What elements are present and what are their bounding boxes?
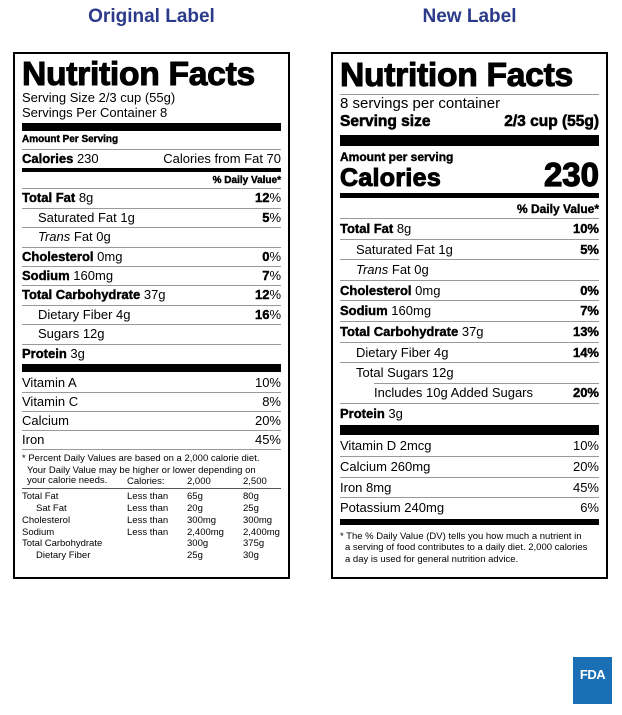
vitamin-row-c: Vitamin C 8% [22,391,281,411]
serving-size: Serving Size 2/3 cup (55g) [22,90,176,105]
daily-value-table: your calorie needs. Calories: 2,000 2,50… [22,475,281,562]
thick-divider [340,424,599,435]
nutrient-row-trans-fat: Trans Fat 0g [22,227,281,246]
original-label-heading: Original Label [88,6,215,27]
nutrient-row-sodium: Sodium 160mg 7% [22,265,281,285]
nutrient-row-saturated-fat: Saturated Fat 1g 5% [22,207,281,227]
medium-divider [340,193,599,198]
thick-divider [22,363,281,372]
medium-divider [22,168,281,173]
nutrient-row-saturated-fat: Saturated Fat 1g 5% [340,238,599,260]
new-nutrition-label: Nutrition Facts 8 servings per container… [331,52,608,579]
nutrient-row-total-fat: Total Fat 8g 10% [340,218,599,239]
vitamin-row-d: Vitamin D 2mcg 10% [340,437,599,453]
thick-divider [22,123,281,131]
calories-row: Calories 230 Calories from Fat 70 [22,149,281,168]
calories-from-fat: Calories from Fat 70 [163,151,281,166]
servings-per-container: 8 servings per container [340,94,599,113]
nutrient-row-total-fat: Total Fat 8g 12% [22,188,281,207]
amount-per-serving: Amount per serving [340,150,454,164]
amount-per-serving: Amount Per Serving [22,134,119,145]
dv-header: % Daily Value* [516,202,599,216]
nutrient-row-cholesterol: Cholesterol 0mg 0% [340,279,599,301]
nutrient-row-sugars: Sugars 12g [22,324,281,343]
thick-divider [340,135,599,146]
original-nutrition-label: Nutrition Facts Serving Size 2/3 cup (55… [13,52,290,579]
new-label-heading: New Label [422,6,517,27]
nutrient-row-protein: Protein 3g [340,403,599,424]
vitamin-row-potassium: Potassium 240mg 6% [340,497,599,518]
vitamin-row-a: Vitamin A 10% [22,374,281,390]
nutrition-facts-title: Nutrition Facts [21,55,255,92]
nutrient-row-dietary-fiber: Dietary Fiber 4g 14% [340,341,599,363]
nutrient-row-total-sugars: Total Sugars 12g [340,362,599,383]
servings-per-container: Servings Per Container 8 [22,105,168,120]
footnote: * Percent Daily Values are based on a 2,… [22,449,281,562]
vitamin-row-calcium: Calcium 260mg 20% [340,455,599,477]
fda-logo: FDA [573,657,612,704]
vitamin-row-iron: Iron 45% [22,430,281,449]
vitamin-row-calcium: Calcium 20% [22,411,281,430]
vitamin-row-iron: Iron 8mg 45% [340,476,599,498]
nutrient-row-total-carbohydrate: Total Carbohydrate 37g 12% [22,285,281,304]
nutrient-row-trans-fat: Trans Fat 0g [340,259,599,280]
fda-logo-text: FDA [579,667,606,682]
nutrient-row-added-sugars: Includes 10g Added Sugars 20% [374,382,599,400]
footnote: * The % Daily Value (DV) tells you how m… [340,530,588,565]
nutrient-row-protein: Protein 3g [22,343,281,363]
dv-header: % Daily Value* [212,175,281,187]
nutrient-row-cholesterol: Cholesterol 0mg 0% [22,246,281,266]
nutrient-row-total-carbohydrate: Total Carbohydrate 37g 13% [340,320,599,342]
serving-size-row: Serving size 2/3 cup (55g) [340,113,600,131]
nutrient-row-dietary-fiber: Dietary Fiber 4g 16% [22,304,281,324]
nutrient-row-sodium: Sodium 160mg 7% [340,300,599,321]
medium-divider [340,518,599,525]
calories-row: Calories 230 [339,156,599,193]
nutrition-facts-title: Nutrition Facts [339,56,573,93]
